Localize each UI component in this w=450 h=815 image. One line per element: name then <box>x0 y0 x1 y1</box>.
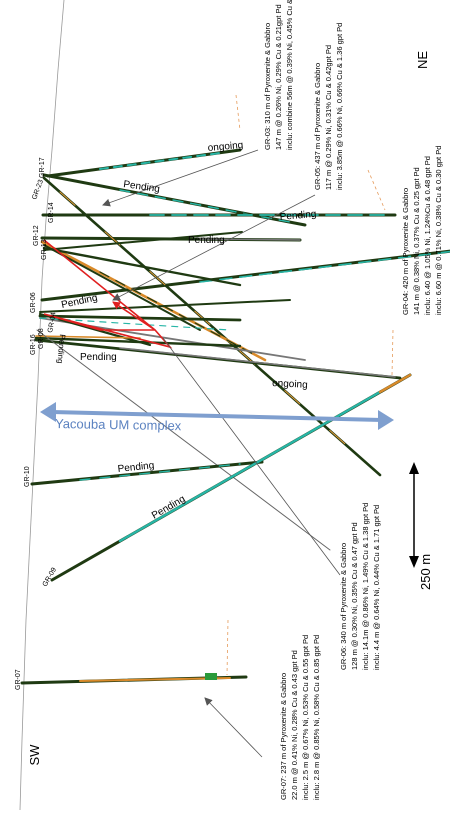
annotation-gr05: GR-05: 437 m of Pyroxenite & Gabbro 117 … <box>313 23 344 190</box>
annotation-gr04-line4: inclu: 6.60 m @ 0.71% Ni, 0.38% Cu & 0.3… <box>434 146 443 315</box>
complex-label: Yacouba UM complex <box>55 416 182 433</box>
compass-sw: SW <box>27 744 42 766</box>
annotation-gr07-line4: inclu: 2.8 m @ 0.85% Ni, 0.58% Cu & 0.85… <box>312 635 321 800</box>
hole-label-gr12: GR-12 <box>33 225 40 246</box>
annotation-gr05-line1: GR-05: 437 m of Pyroxenite & Gabbro <box>313 63 322 190</box>
contact-lines <box>226 94 394 676</box>
hole-label-gr16: GR-16 <box>30 334 37 355</box>
annotation-gr03: GR-03: 310 m of Pyroxenite & Gabbro 147 … <box>263 0 294 150</box>
hole-label-gr04: GR-04 <box>47 312 57 334</box>
annotation-gr05-line3: inclu: 3.85m @ 0.66% Ni, 0.66% Cu & 1.36… <box>335 23 344 190</box>
annotation-gr07-line1: GR-07: 237 m of Pyroxenite & Gabbro <box>279 673 288 800</box>
complex-extent-arrow <box>40 402 394 430</box>
status-pending-6: Pending <box>117 460 155 475</box>
annotation-gr06-line2: 128 m @ 0.30% Ni, 0.35% Cu & 0.47 gpt Pd <box>350 522 359 670</box>
status-pending-2: Pending <box>279 209 317 223</box>
annotation-gr06-line4: inclu: 4.4 m @ 0.64% Ni, 0.44% Cu & 1.71… <box>372 505 381 670</box>
status-pending-3: Pending <box>188 235 225 246</box>
status-pending-1: Pending <box>123 179 161 195</box>
annotation-gr05-line2: 117 m @ 0.29% Ni, 0.31% Cu & 0.42gpt Pd <box>324 45 333 190</box>
annotation-gr06-line1: GR-06: 340 m of Pyroxenite & Gabbro <box>339 543 348 670</box>
annotation-gr03-line2: 147 m @ 0.26% Ni, 0.29% Cu & 0.21gpt Pd <box>274 4 283 150</box>
annotation-arrows <box>102 149 341 758</box>
hole-label-gr08: GR-08 <box>38 328 45 349</box>
hole-label-gr07: GR-07 <box>15 669 22 690</box>
annotation-gr07-line2: 22.0 m @ 0.41% Ni, 0.28% Cu & 0.43 gpt P… <box>290 650 299 800</box>
hole-label-gr14: GR-14 <box>48 202 55 223</box>
hole-label-gr23: GR-23 <box>31 179 45 201</box>
annotation-gr03-line1: GR-03: 310 m of Pyroxenite & Gabbro <box>263 23 272 150</box>
annotation-gr06-line3: inclu: 14.1m @ 0.86% Ni, 1.49% Cu & 1.38… <box>361 503 370 670</box>
status-pending-7: Pending <box>150 494 187 522</box>
status-ongoing-bottom: ongoing <box>272 378 308 391</box>
drill-holes <box>20 148 450 685</box>
status-pending-5: Pending <box>80 352 117 363</box>
status-pending-frac: Pending <box>55 334 67 364</box>
hole-label-gr13: GR-13 <box>41 239 48 260</box>
hole-label-gr17: GR-17 <box>39 157 46 178</box>
compass-ne: NE <box>415 51 430 69</box>
status-ongoing-top: ongoing <box>207 140 243 154</box>
hole-gr04-deep-trace <box>36 329 331 551</box>
red-target-outline <box>43 239 173 349</box>
annotation-gr04: GR-04: 420 m of Pyroxenite & Gabbro 141 … <box>401 146 443 315</box>
topography-line <box>19 0 65 811</box>
hole-label-gr09: GR-09 <box>42 567 58 588</box>
annotation-gr04-line3: inclu: 6.40 @ 1.05% Ni, 1.24%Cu & 0.48 g… <box>423 156 432 315</box>
status-pending-4: Pending <box>60 293 98 311</box>
hole-label-gr10: GR-10 <box>24 466 31 487</box>
scale-label: 250 m <box>418 554 433 590</box>
annotation-gr07-line3: inclu: 2.5 m @ 0.67% Ni, 0.53% Cu & 0.55… <box>301 635 310 800</box>
annotation-gr03-line3: inclu: combine 56m @ 0.39% Ni, 0.45% Cu … <box>285 0 294 150</box>
scale-bar <box>409 462 419 568</box>
annotation-gr04-line2: 141 m @ 0.38% Ni, 0.37% Cu & 0.25 gpt Pd <box>412 167 421 315</box>
annotation-gr04-line1: GR-04: 420 m of Pyroxenite & Gabbro <box>401 188 410 315</box>
annotation-gr07: GR-07: 237 m of Pyroxenite & Gabbro 22.0… <box>279 635 321 800</box>
hole-label-gr06: GR-06 <box>30 292 37 313</box>
annotation-gr06: GR-06: 340 m of Pyroxenite & Gabbro 128 … <box>339 503 381 670</box>
